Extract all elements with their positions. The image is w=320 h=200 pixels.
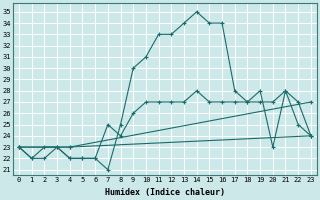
X-axis label: Humidex (Indice chaleur): Humidex (Indice chaleur)	[105, 188, 225, 197]
